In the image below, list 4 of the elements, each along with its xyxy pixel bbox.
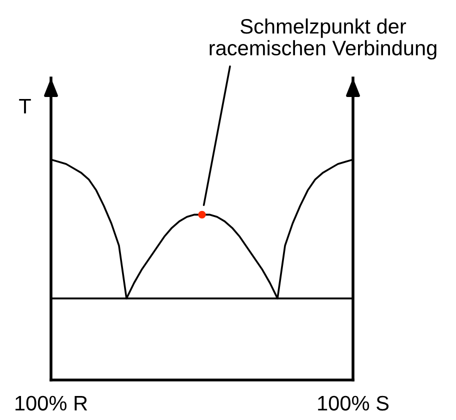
x-tick-label: 100% R — [16, 396, 88, 411]
x-tick-label: 100% S — [318, 396, 389, 411]
y-axis-title: T — [19, 99, 31, 114]
text: Schmelzpunkt der racemischen Verbindung — [210, 18, 436, 60]
